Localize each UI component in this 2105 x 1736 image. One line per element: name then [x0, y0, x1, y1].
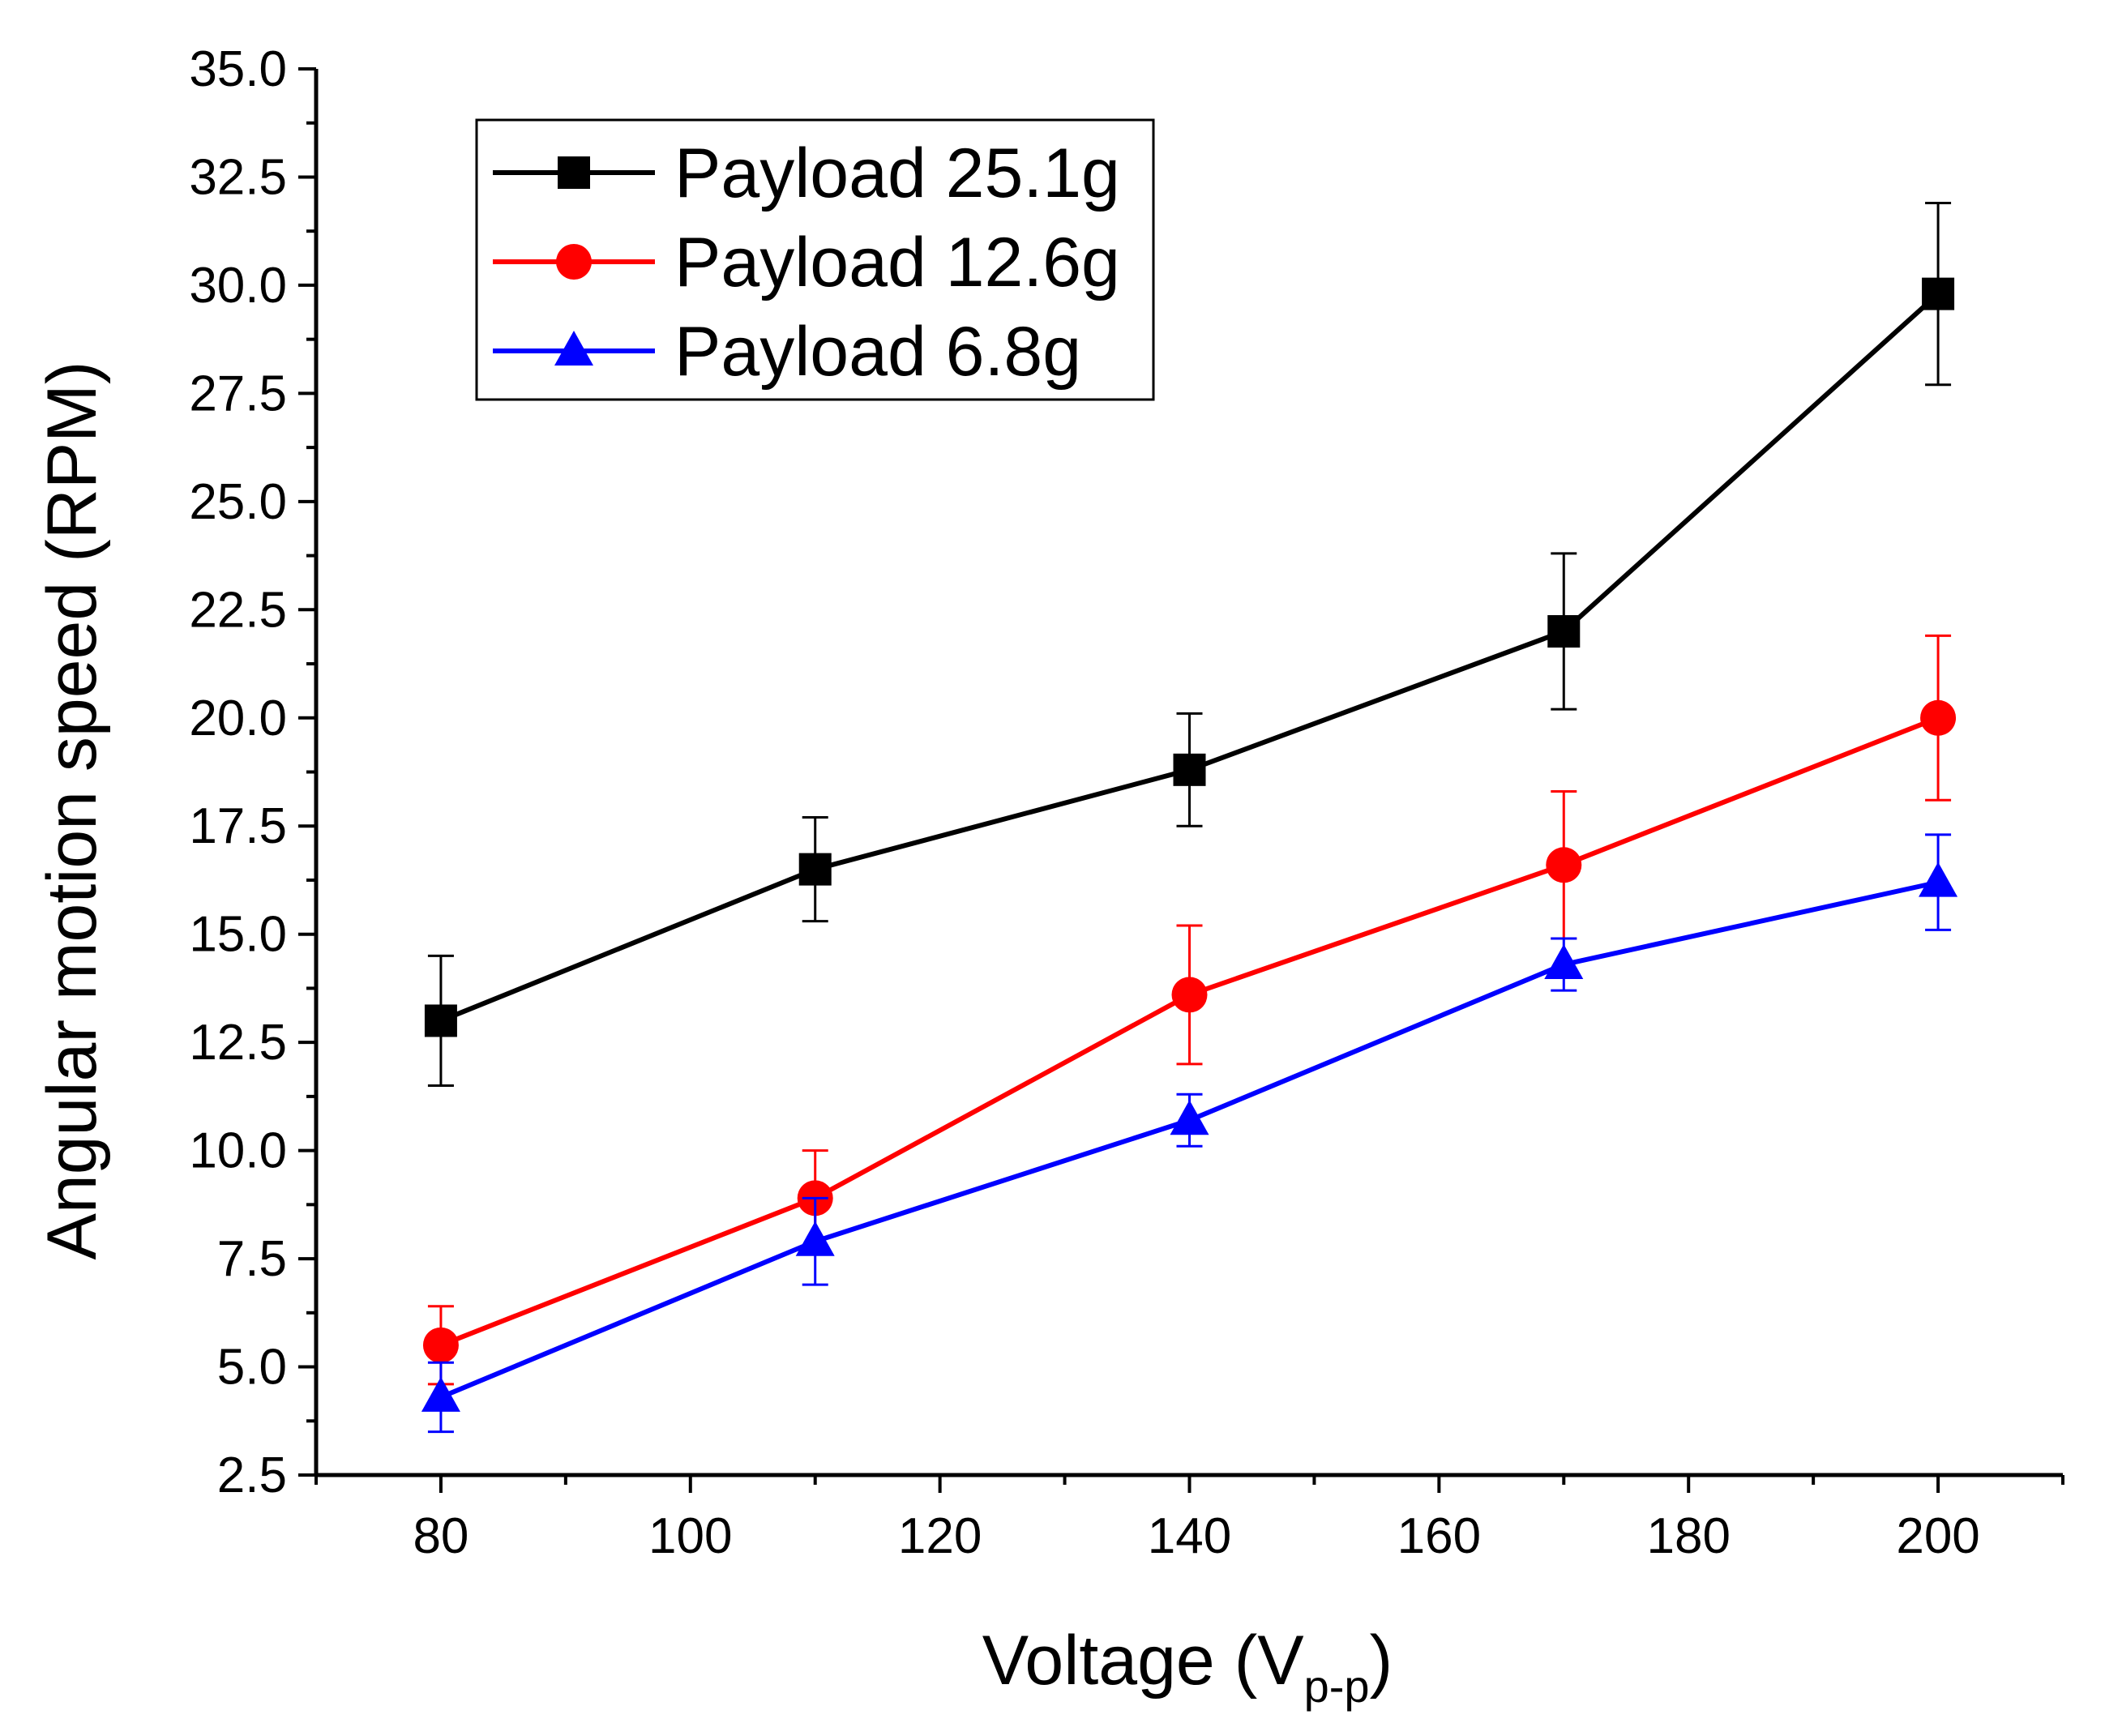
data-point — [1919, 862, 1958, 897]
data-point — [1170, 1100, 1209, 1135]
y-axis-ticks: 2.5 5.0 7.5 10.0 12.5 15.0 17.5 20.0 22.5 25.0 27.… — [189, 41, 316, 1503]
series-line — [439, 292, 1940, 1024]
y-axis-title: Angular motion speed (RPM) — [33, 361, 111, 1260]
legend-label: Payload 25.1g — [674, 135, 1120, 212]
data-point — [1547, 615, 1581, 648]
data-point — [795, 1221, 835, 1256]
y-tick-label: 5.0 — [217, 1340, 287, 1396]
x-tick-label: 100 — [648, 1508, 732, 1564]
data-point — [798, 853, 832, 886]
x-tick-label: 140 — [1148, 1508, 1231, 1564]
y-tick-label: 7.5 — [217, 1231, 287, 1287]
data-point — [1173, 753, 1206, 786]
y-tick-label: 25.0 — [189, 474, 287, 530]
y-tick-label: 17.5 — [189, 798, 287, 854]
x-axis-title-subscript: p-p — [1304, 1661, 1370, 1712]
y-tick-label: 20.0 — [189, 691, 287, 746]
x-axis-title-close: ) — [1370, 1622, 1393, 1700]
legend-marker — [554, 331, 593, 366]
data-point — [1920, 699, 1957, 736]
legend-label: Payload 6.8g — [674, 313, 1081, 391]
x-tick-label: 180 — [1646, 1508, 1730, 1564]
y-tick-label: 30.0 — [189, 258, 287, 314]
legend: Payload 25.1g Payload 12.6g Payload 6.8g — [475, 118, 1155, 401]
x-axis-title-main: Voltage (V — [982, 1622, 1304, 1700]
legend-label: Payload 12.6g — [674, 224, 1120, 301]
y-tick-label: 15.0 — [189, 907, 287, 963]
x-tick-label: 120 — [898, 1508, 982, 1564]
x-axis-ticks: 80 100 120 140 160 180 200 — [314, 1475, 2064, 1564]
x-tick-label: 80 — [413, 1508, 468, 1564]
legend-marker — [556, 244, 592, 280]
y-tick-label: 35.0 — [189, 41, 287, 97]
data-point — [424, 1004, 457, 1037]
data-point — [1171, 977, 1208, 1013]
legend-marker — [558, 156, 590, 189]
y-tick-label: 2.5 — [217, 1447, 287, 1503]
x-axis-title: Voltage (Vp-p) — [982, 1622, 1393, 1712]
series-3 — [421, 833, 1958, 1434]
y-tick-label: 27.5 — [189, 366, 287, 421]
data-point — [1546, 847, 1582, 883]
plot-area — [421, 201, 1958, 1434]
y-tick-label: 22.5 — [189, 582, 287, 638]
data-point — [1544, 944, 1584, 980]
x-tick-label: 200 — [1896, 1508, 1979, 1564]
x-tick-label: 160 — [1397, 1508, 1481, 1564]
series-1 — [424, 201, 1955, 1088]
y-tick-label: 32.5 — [189, 149, 287, 205]
series-2 — [422, 634, 1957, 1386]
data-point — [422, 1327, 459, 1363]
data-point — [421, 1376, 460, 1412]
data-point — [1922, 277, 1955, 310]
y-tick-label: 12.5 — [189, 1015, 287, 1071]
y-tick-label: 10.0 — [189, 1123, 287, 1179]
